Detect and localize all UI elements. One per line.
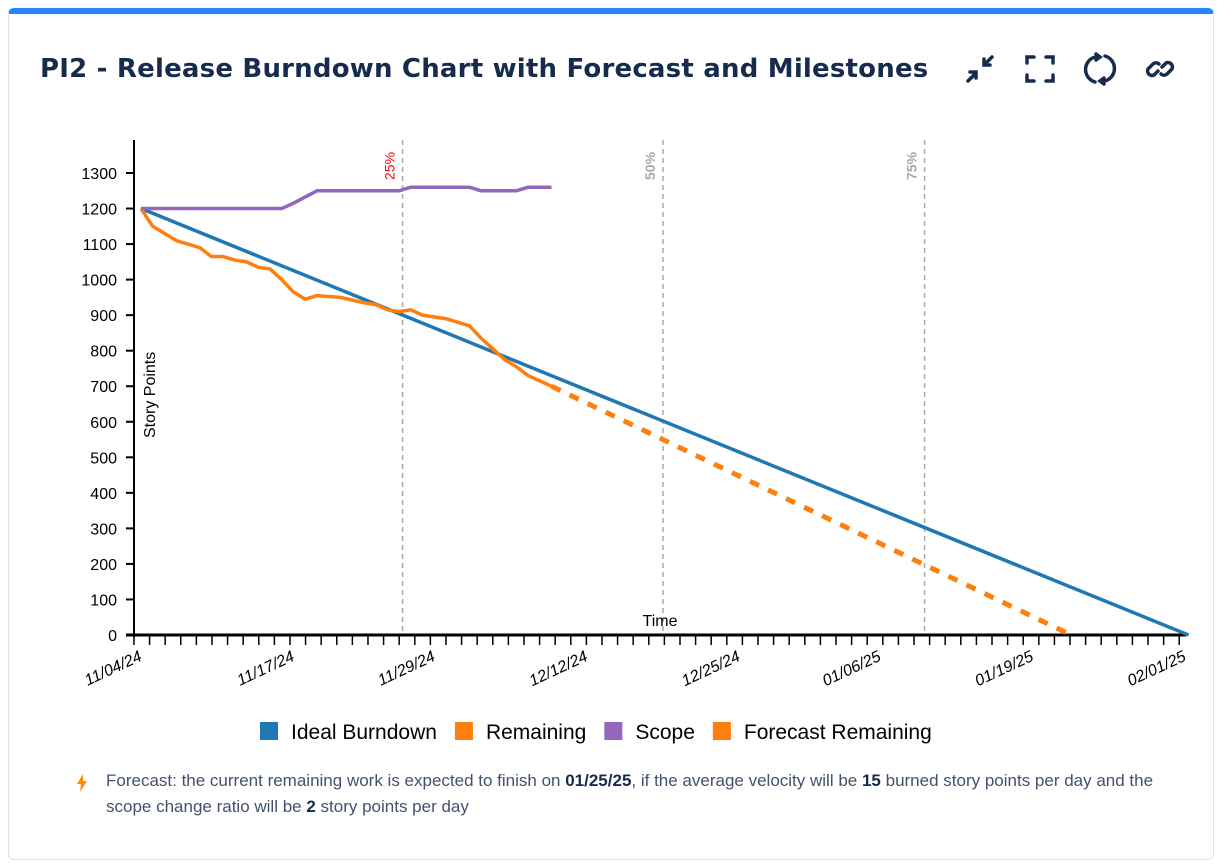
link-icon[interactable] xyxy=(1143,52,1177,86)
legend-label: Ideal Burndown xyxy=(291,721,437,744)
y-tick-label: 800 xyxy=(90,344,117,361)
x-tick-label: 01/06/25 xyxy=(820,648,884,690)
legend-label: Scope xyxy=(635,721,695,744)
x-tick-label: 01/19/25 xyxy=(973,648,1037,690)
y-tick-label: 300 xyxy=(90,521,117,538)
x-tick-label: 11/17/24 xyxy=(235,648,298,689)
y-tick-label: 1300 xyxy=(81,166,117,183)
burndown-card: PI2 - Release Burndown Chart with Foreca… xyxy=(8,8,1214,860)
x-axis-label: Time xyxy=(643,613,678,630)
y-tick-label: 500 xyxy=(90,450,117,467)
milestone-label: 50% xyxy=(642,151,658,180)
legend-label: Forecast Remaining xyxy=(744,721,932,744)
y-axis-label: Story Points xyxy=(142,352,159,438)
milestone-label: 75% xyxy=(904,151,920,180)
legend-swatch xyxy=(712,722,731,740)
milestone-label: 25% xyxy=(382,152,398,180)
burndown-chart: 25% 50% 75% 0 100 200 300 400 500 600 700 800 900 100… xyxy=(81,140,1190,744)
x-tick-label: 11/04/24 xyxy=(82,648,145,689)
series-scope xyxy=(141,185,552,211)
legend-label: Remaining xyxy=(486,721,586,744)
y-tick-label: 200 xyxy=(90,557,117,574)
x-tick-label: 02/01/25 xyxy=(1125,648,1189,690)
y-tick-label: 1100 xyxy=(83,237,118,254)
series-ideal-burndown xyxy=(140,206,1190,637)
series-forecast-remaining xyxy=(550,383,1073,638)
collapse-icon[interactable] xyxy=(963,52,997,86)
x-tick-label: 11/29/24 xyxy=(375,648,438,689)
y-tick-label: 900 xyxy=(90,308,117,325)
refresh-icon[interactable] xyxy=(1083,52,1117,86)
y-tick-label: 0 xyxy=(108,628,117,645)
y-tick-label: 100 xyxy=(90,592,117,609)
y-tick-label: 400 xyxy=(90,486,117,503)
lightning-icon xyxy=(77,774,87,792)
legend-swatch xyxy=(454,722,473,740)
y-tick-label: 700 xyxy=(90,379,117,396)
fullscreen-icon[interactable] xyxy=(1023,52,1057,86)
page-title: PI2 - Release Burndown Chart with Foreca… xyxy=(40,54,929,84)
x-tick-label: 12/25/24 xyxy=(679,648,743,690)
y-tick-label: 600 xyxy=(90,415,117,432)
forecast-text: Forecast: the current remaining work is … xyxy=(106,771,1154,816)
legend-swatch xyxy=(604,722,623,740)
series-remaining xyxy=(139,207,553,388)
legend-swatch xyxy=(260,722,278,740)
y-tick-label: 1200 xyxy=(81,202,117,219)
x-tick-label: 12/12/24 xyxy=(527,648,591,690)
y-tick-label: 1000 xyxy=(81,273,117,290)
